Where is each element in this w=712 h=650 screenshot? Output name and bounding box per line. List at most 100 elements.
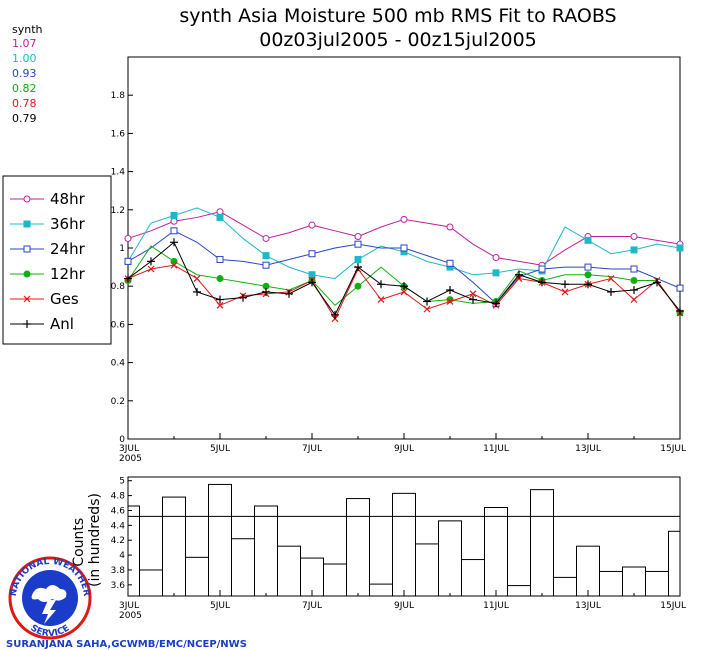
count-y-tick-label: 4.8: [111, 492, 126, 502]
count-bar: [599, 570, 623, 597]
x-tick-label: 13JUL: [575, 601, 601, 611]
marker-open-square: [262, 261, 270, 269]
y-tick-label: 0: [119, 435, 125, 445]
y-tick-label: 1: [119, 244, 125, 254]
logo-bottom-text: SERVICE: [28, 623, 71, 639]
marker-open-square: [354, 240, 362, 248]
legend-item-12hr: 12hr: [10, 265, 86, 283]
marker-filled-circle: [23, 270, 31, 278]
legend-item-48hr: 48hr: [10, 190, 86, 208]
x-tick-label: 13JUL: [575, 444, 601, 454]
synth-label: synth: [12, 23, 43, 36]
marker-open-square: [676, 284, 684, 292]
marker-open-circle: [400, 215, 408, 223]
legend-label: 12hr: [50, 265, 86, 283]
marker-x: [170, 261, 178, 269]
legend-item-24hr: 24hr: [10, 240, 86, 258]
legend-label: Anl: [50, 315, 74, 333]
count-bar: [231, 538, 255, 597]
count-bar: [346, 498, 370, 597]
synth-value: 0.79: [12, 112, 37, 125]
count-y-tick-label: 4.6: [111, 506, 126, 516]
count-bar: [461, 559, 485, 597]
synth-value: 0.82: [12, 82, 37, 95]
marker-filled-square: [446, 263, 454, 271]
marker-filled-square: [354, 255, 362, 263]
count-series-group: [127, 483, 681, 597]
legend: 48hr 36hr 24hr 12hr Ges Anl: [10, 190, 86, 333]
x-tick-label: 7JUL: [302, 601, 322, 611]
count-y-label: Counts (in hundreds): [71, 493, 103, 587]
marker-open-circle: [354, 233, 362, 241]
marker-open-square: [584, 263, 592, 271]
synth-values: 1.07 1.00 0.93 0.82 0.78 0.79: [12, 37, 37, 125]
count-bar: [254, 505, 278, 597]
marker-filled-square: [492, 269, 500, 277]
count-bar: [208, 483, 232, 597]
count-y-tick-label: 4.2: [111, 536, 125, 546]
marker-filled-circle: [584, 271, 592, 279]
marker-open-square: [308, 250, 316, 258]
count-bar: [507, 585, 531, 597]
count-bar: [323, 563, 347, 597]
x-tick-label: 15JUL: [660, 444, 686, 454]
series-Anl: [124, 238, 684, 319]
x-year-label: 2005: [119, 611, 142, 621]
count-bar: [530, 489, 554, 597]
marker-open-circle: [124, 234, 132, 242]
count-bar: [127, 505, 140, 597]
series-48hr: [124, 208, 684, 269]
y-tick-label: 0.6: [111, 320, 126, 330]
x-tick-label: 5JUL: [210, 601, 230, 611]
marker-open-square: [538, 265, 546, 273]
marker-x: [23, 295, 31, 303]
count-y-tick-label: 5: [119, 477, 125, 487]
marker-open-square: [400, 244, 408, 252]
count-y-tick-label: 3.8: [111, 566, 126, 576]
series-24hr: [124, 227, 684, 307]
marker-filled-square: [262, 252, 270, 260]
y-tick-label: 1.8: [111, 91, 126, 101]
legend-box: [2, 175, 112, 345]
count-y-tick-label: 3.6: [111, 581, 126, 591]
marker-filled-square: [584, 236, 592, 244]
credit-line: SURANJANA SAHA,GCWMB/EMC/NCEP/NWS: [6, 639, 247, 650]
marker-open-circle: [23, 195, 31, 203]
marker-filled-circle: [170, 257, 178, 265]
marker-filled-circle: [630, 276, 638, 284]
count-bar: [668, 530, 681, 597]
marker-x: [469, 290, 477, 298]
synth-value: 1.07: [12, 37, 37, 50]
marker-filled-square: [216, 213, 224, 221]
marker-open-square: [170, 227, 178, 235]
x-tick-label: 9JUL: [394, 601, 414, 611]
count-y-axis: 3.6 3.8 4 4.2 4.4 4.6 4.8 5: [111, 477, 132, 591]
x-tick-label: 15JUL: [660, 601, 686, 611]
count-bar: [438, 520, 462, 597]
marker-x: [561, 288, 569, 296]
marker-x: [193, 275, 201, 282]
x-tick-label: 9JUL: [394, 444, 414, 454]
count-bar: [139, 569, 163, 597]
count-bar: [277, 545, 301, 597]
y-tick-label: 1.2: [111, 206, 125, 216]
marker-open-square: [124, 257, 132, 265]
count-bar: [622, 566, 646, 597]
marker-filled-circle: [216, 275, 224, 283]
marker-filled-square: [23, 220, 31, 228]
legend-label: 24hr: [50, 240, 86, 258]
chart-title-line2: 00z03jul2005 - 00z15jul2005: [259, 29, 537, 51]
logo-lightning-icon: [42, 600, 56, 624]
main-series-group: [124, 207, 684, 323]
x-tick-label: 11JUL: [483, 444, 509, 454]
x-tick-label: 11JUL: [483, 601, 509, 611]
marker-open-circle: [630, 233, 638, 241]
marker-open-square: [446, 259, 454, 267]
marker-filled-circle: [262, 282, 270, 290]
chart-title-line1: synth Asia Moisture 500 mb RMS Fit to RA…: [179, 5, 616, 27]
y-tick-label: 0.8: [111, 282, 126, 292]
count-plot-frame: [127, 476, 681, 597]
count-bar: [392, 492, 416, 597]
count-bar: [645, 570, 669, 597]
